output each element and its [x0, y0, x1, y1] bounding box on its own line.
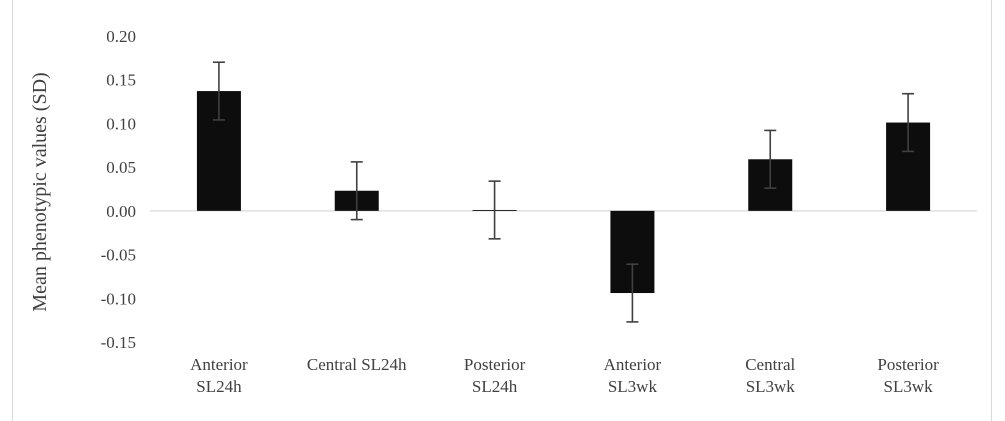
y-tick-label: 0.15: [106, 71, 136, 90]
y-tick-label: -0.15: [101, 333, 136, 352]
error-bar: [212, 61, 225, 121]
chart-frame: [12, 0, 992, 421]
y-tick-label: 0.05: [106, 158, 136, 177]
y-axis-title-group: Mean phenotypic values (SD): [29, 72, 51, 311]
bars: [196, 91, 931, 294]
y-tick-label: -0.05: [101, 246, 136, 265]
x-axis-category-labels: Anterior SL24h Central SL24h Posterior SL24h…: [190, 355, 939, 396]
x-category-label: Anterior SL3wk: [604, 355, 662, 396]
x-category-label-line: SL24h: [472, 377, 518, 396]
error-bar: [350, 161, 363, 221]
x-category-label: Central SL3wk: [745, 355, 795, 396]
x-category-label-line: SL24h: [196, 377, 242, 396]
x-category-label-line: SL3wk: [884, 377, 934, 396]
x-category-label-line: Anterior: [190, 355, 248, 374]
x-category-label-line: SL3wk: [608, 377, 658, 396]
x-category-label: Central SL24h: [307, 355, 407, 374]
x-category-label-line: Anterior: [604, 355, 662, 374]
x-category-label-line: Central: [745, 355, 795, 374]
x-category-label: Posterior SL3wk: [877, 355, 939, 396]
x-category-label-line: Central SL24h: [307, 355, 407, 374]
y-axis-title: Mean phenotypic values (SD): [29, 72, 51, 311]
error-bar: [902, 92, 915, 153]
error-bars: [212, 61, 915, 323]
x-category-label: Anterior SL24h: [190, 355, 248, 396]
x-category-label: Posterior SL24h: [464, 355, 526, 396]
y-axis-tick-labels: 0.20 0.15 0.10 0.05 0.00 -0.05 -0.10 -0.15: [101, 27, 136, 352]
x-category-label-line: Posterior: [464, 355, 526, 374]
error-bar: [764, 129, 777, 189]
x-category-label-line: SL3wk: [746, 377, 796, 396]
error-bar: [626, 263, 639, 323]
y-tick-label: -0.10: [101, 289, 136, 308]
y-tick-label: 0.20: [106, 27, 136, 46]
error-bar: [488, 180, 501, 240]
x-category-label-line: Posterior: [877, 355, 939, 374]
y-tick-label: 0.00: [106, 202, 136, 221]
y-tick-label: 0.10: [106, 114, 136, 133]
